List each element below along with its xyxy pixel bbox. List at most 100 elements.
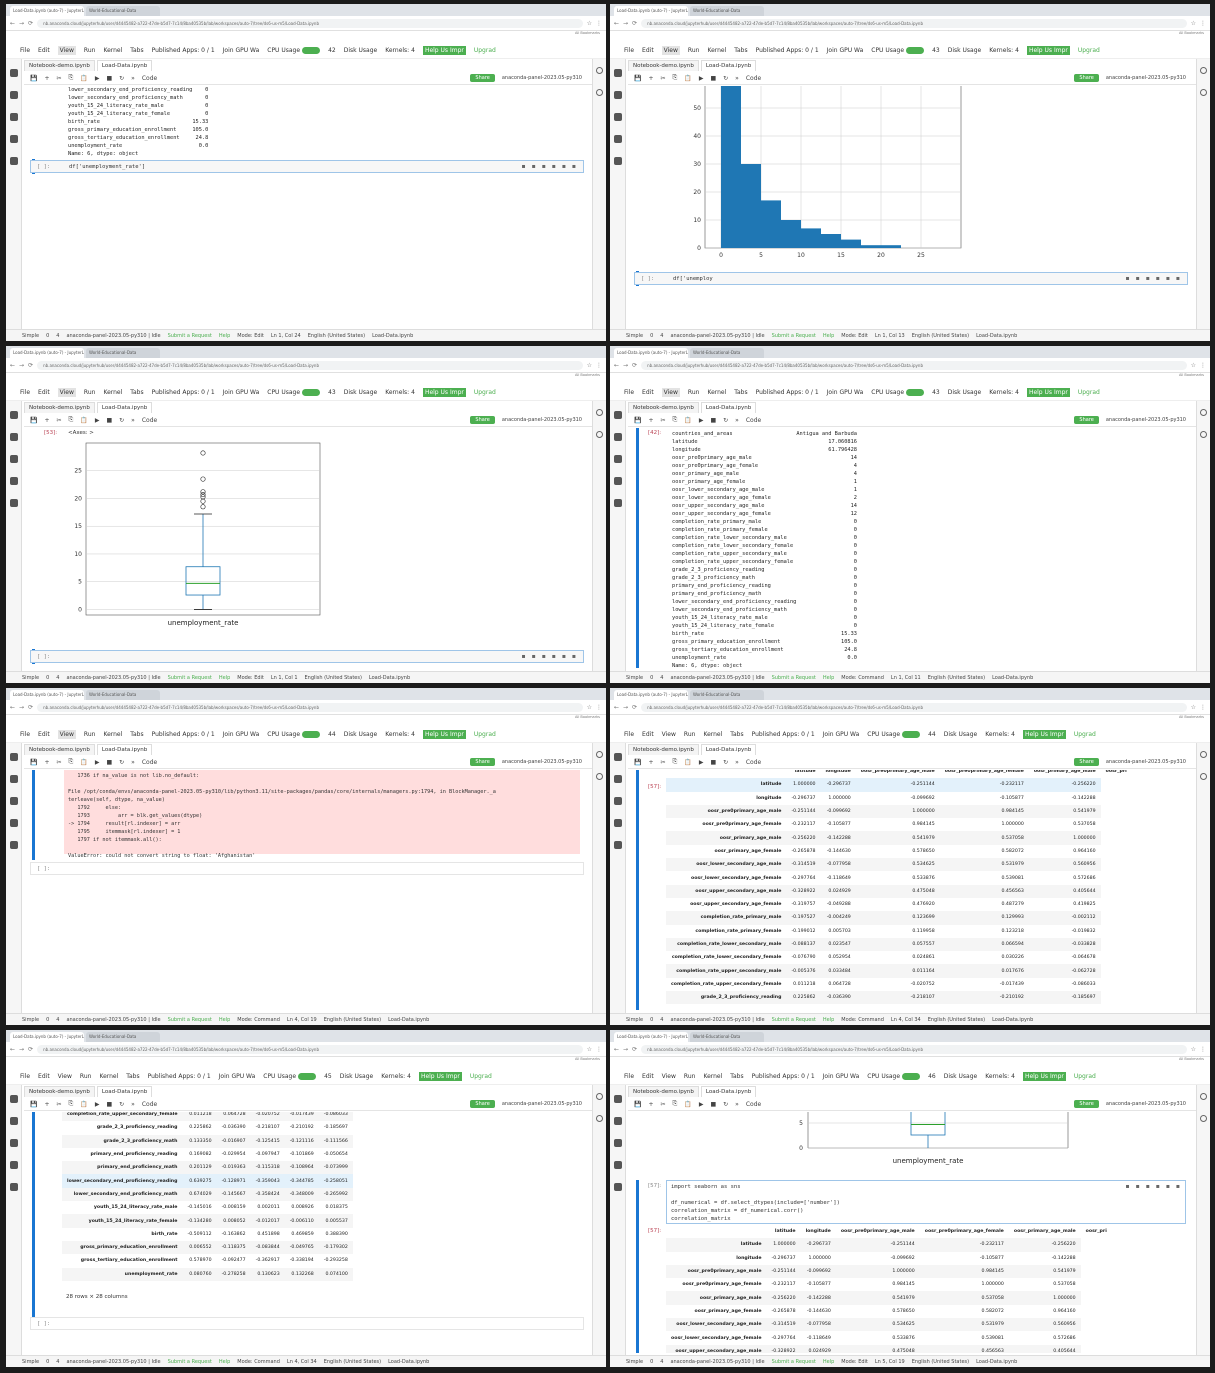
menu-kernel[interactable]: Kernel xyxy=(103,46,123,54)
menu-kernel[interactable]: Kernel xyxy=(707,388,727,396)
code-cell-input[interactable]: [ ]: df['unemploy xyxy=(634,272,1188,285)
bookmarks-link[interactable]: All Bookmarks xyxy=(574,1057,600,1061)
menu-run[interactable]: Run xyxy=(683,730,696,738)
menu-kernel[interactable]: Kernel xyxy=(103,388,123,396)
menu-tabs[interactable]: Tabs xyxy=(130,388,144,396)
menu-tabs[interactable]: Tabs xyxy=(730,730,744,738)
submit-request-link[interactable]: Submit a Request xyxy=(167,1358,212,1365)
bookmarks-link[interactable]: All Bookmarks xyxy=(1178,1057,1204,1061)
share-button[interactable]: Share xyxy=(470,74,495,82)
kernels-count[interactable]: Kernels: 4 xyxy=(985,730,1015,738)
toc-icon[interactable] xyxy=(10,819,18,827)
cell-type-select[interactable]: Code xyxy=(745,74,762,82)
help-link[interactable]: Help xyxy=(218,332,231,339)
star-icon[interactable]: ☆ xyxy=(1190,1045,1196,1053)
simple-toggle[interactable]: Simple xyxy=(22,332,40,339)
kernel-name[interactable]: anaconda-panel-2023.05-py310 xyxy=(501,1101,582,1107)
menu-run[interactable]: Run xyxy=(687,388,700,396)
cell-type-select[interactable]: Code xyxy=(745,1100,762,1108)
running-icon[interactable] xyxy=(10,91,18,99)
move-up-icon[interactable]: ▪ xyxy=(531,653,542,660)
kernel-status[interactable]: anaconda-panel-2023.05-py310 | Idle xyxy=(66,332,161,339)
menu-view[interactable]: View xyxy=(57,1072,72,1080)
reload-icon[interactable]: ⟳ xyxy=(632,703,638,711)
join-gpu-button[interactable]: Join GPU Wa xyxy=(822,730,860,738)
running-icon[interactable] xyxy=(10,775,18,783)
notebook-tab[interactable]: Notebook-demo.ipynb xyxy=(628,1086,699,1097)
menu-edit[interactable]: Edit xyxy=(38,730,50,738)
back-icon[interactable]: ← xyxy=(614,19,620,27)
forward-icon[interactable]: → xyxy=(19,1045,25,1053)
menu-file[interactable]: File xyxy=(624,46,635,54)
menu-edit[interactable]: Edit xyxy=(642,1072,654,1080)
forward-icon[interactable]: → xyxy=(623,361,629,369)
join-gpu-button[interactable]: Join GPU Wa xyxy=(826,46,864,54)
help-us-button[interactable]: Help Us Impr xyxy=(422,45,466,55)
upgrade-link[interactable]: Upgrad xyxy=(1073,730,1096,738)
paste-icon[interactable]: 📋 xyxy=(80,416,88,424)
fast-forward-icon[interactable]: » xyxy=(131,416,135,424)
bookmarks-link[interactable]: All Bookmarks xyxy=(1178,715,1204,719)
browser-tab[interactable]: World-Educational-Data xyxy=(86,1032,160,1042)
bookmarks-link[interactable]: All Bookmarks xyxy=(574,31,600,35)
menu-icon[interactable]: ⋮ xyxy=(1200,19,1206,27)
extension-icon[interactable] xyxy=(614,499,622,507)
paste-icon[interactable]: 📋 xyxy=(80,1100,88,1108)
run-icon[interactable]: ▶ xyxy=(94,1100,100,1108)
save-icon[interactable]: 💾 xyxy=(30,416,38,424)
cut-icon[interactable]: ✂ xyxy=(56,74,62,82)
toc-icon[interactable] xyxy=(10,1161,18,1169)
fast-forward-icon[interactable]: » xyxy=(735,74,739,82)
assistant-icon[interactable] xyxy=(596,1115,603,1122)
menu-edit[interactable]: Edit xyxy=(38,1072,50,1080)
add-cell-icon[interactable]: + xyxy=(44,74,50,82)
fast-forward-icon[interactable]: » xyxy=(735,416,739,424)
restart-icon[interactable]: ↻ xyxy=(119,1100,125,1108)
menu-file[interactable]: File xyxy=(20,730,31,738)
browser-tab[interactable]: World-Educational-Data xyxy=(690,6,764,16)
notebook-tab[interactable]: Notebook-demo.ipynb xyxy=(24,60,95,71)
share-button[interactable]: Share xyxy=(1074,416,1099,424)
submit-request-link[interactable]: Submit a Request xyxy=(167,674,212,681)
simple-toggle[interactable]: Simple xyxy=(22,1016,40,1023)
menu-file[interactable]: File xyxy=(624,1072,635,1080)
published-apps[interactable]: Published Apps: 0 / 1 xyxy=(751,730,815,738)
paste-icon[interactable]: 📋 xyxy=(684,1100,692,1108)
format-icon[interactable]: ▪ xyxy=(561,653,572,660)
running-icon[interactable] xyxy=(10,433,18,441)
menu-icon[interactable]: ⋮ xyxy=(1200,703,1206,711)
restart-icon[interactable]: ↻ xyxy=(723,74,729,82)
forward-icon[interactable]: → xyxy=(623,703,629,711)
folder-icon[interactable] xyxy=(10,411,18,419)
kernels-count[interactable]: Kernels: 4 xyxy=(989,388,1019,396)
menu-view[interactable]: View xyxy=(661,45,680,55)
join-gpu-button[interactable]: Join GPU Wa xyxy=(222,388,260,396)
published-apps[interactable]: Published Apps: 0 / 1 xyxy=(751,1072,815,1080)
help-us-button[interactable]: Help Us Impr xyxy=(1026,387,1070,397)
upgrade-link[interactable]: Upgrad xyxy=(473,46,496,54)
menu-icon[interactable]: ⋮ xyxy=(596,1045,602,1053)
git-icon[interactable] xyxy=(10,113,18,121)
extension-icon[interactable] xyxy=(10,157,18,165)
settings-icon[interactable] xyxy=(1200,67,1207,74)
cell-type-select[interactable]: Code xyxy=(141,1100,158,1108)
menu-kernel[interactable]: Kernel xyxy=(703,1072,723,1080)
star-icon[interactable]: ☆ xyxy=(586,361,592,369)
menu-tabs[interactable]: Tabs xyxy=(734,388,748,396)
share-button[interactable]: Share xyxy=(470,1100,495,1108)
cell-type-select[interactable]: Code xyxy=(141,74,158,82)
git-icon[interactable] xyxy=(10,455,18,463)
star-icon[interactable]: ☆ xyxy=(1190,361,1196,369)
run-icon[interactable]: ▶ xyxy=(698,74,704,82)
paste-icon[interactable]: 📋 xyxy=(684,416,692,424)
delete-icon[interactable]: ▪ xyxy=(1175,1183,1186,1190)
menu-run[interactable]: Run xyxy=(687,46,700,54)
menu-edit[interactable]: Edit xyxy=(38,46,50,54)
format-icon[interactable]: ▪ xyxy=(1165,1183,1176,1190)
stop-icon[interactable]: ■ xyxy=(710,416,717,424)
cell-type-select[interactable]: Code xyxy=(745,416,762,424)
notebook-tab[interactable]: Load-Data.ipynb xyxy=(700,402,757,413)
menu-file[interactable]: File xyxy=(20,46,31,54)
extension-icon[interactable] xyxy=(614,1183,622,1191)
format-icon[interactable]: ▪ xyxy=(1165,275,1176,282)
